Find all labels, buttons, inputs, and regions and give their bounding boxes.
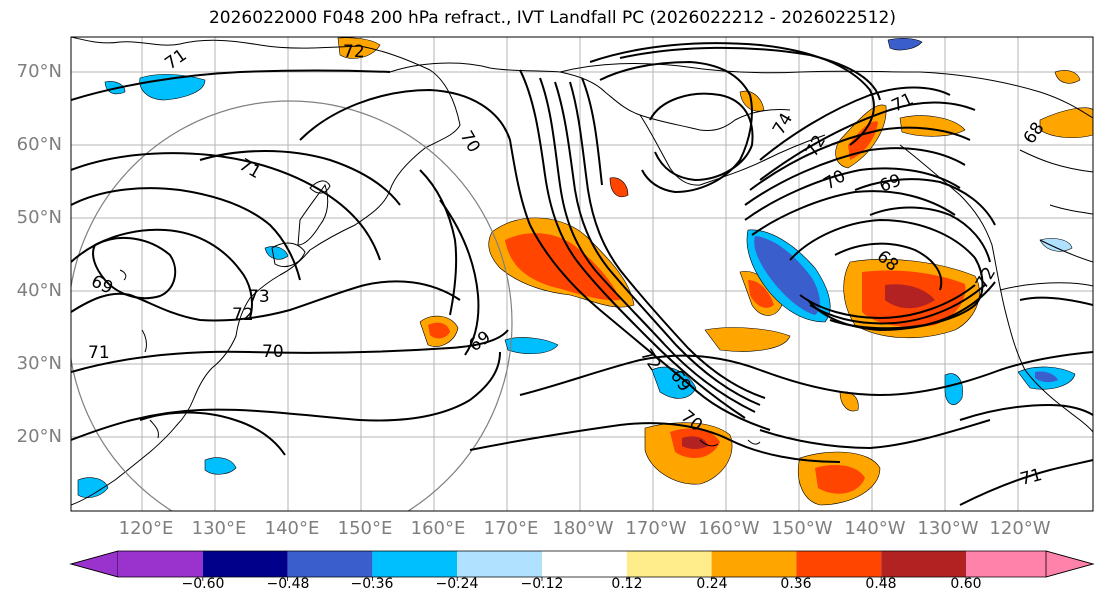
lat-label: 30°N bbox=[16, 353, 62, 374]
colorbar-segment bbox=[881, 551, 966, 577]
contour-label: 72 bbox=[343, 42, 365, 62]
colorbar-segment bbox=[542, 551, 627, 577]
colorbar-segment bbox=[202, 551, 288, 577]
colorbar-outline bbox=[69, 550, 1095, 578]
lat-label: 40°N bbox=[16, 280, 62, 301]
colorbar-segment bbox=[457, 551, 542, 577]
lon-label: 170°E bbox=[483, 518, 539, 539]
colorbar-tick-label: −0.60 bbox=[181, 576, 225, 592]
lon-label: 140°E bbox=[264, 518, 320, 539]
lat-label: 70°N bbox=[16, 61, 62, 82]
range-circle bbox=[71, 100, 513, 511]
shading-negative bbox=[77, 37, 1076, 498]
colorbar-segment bbox=[372, 551, 458, 577]
map-frame bbox=[70, 36, 1094, 512]
contours bbox=[71, 42, 1093, 506]
colorbar-tick-label: −0.24 bbox=[435, 576, 479, 592]
colorbar-segment bbox=[626, 551, 712, 577]
colorbar-tick-label: 0.48 bbox=[865, 576, 897, 592]
lon-label: 150°E bbox=[337, 518, 393, 539]
colorbar-tick-label: 0.36 bbox=[780, 576, 812, 592]
colorbar-tick-label: 0.12 bbox=[611, 576, 643, 592]
colorbar-tick-label: 0.24 bbox=[696, 576, 728, 592]
colorbar-segment bbox=[118, 551, 203, 577]
colorbar-segment bbox=[796, 551, 882, 577]
lon-label: 160°W bbox=[698, 518, 760, 539]
graticule bbox=[71, 37, 1093, 511]
lon-label: 180°W bbox=[552, 518, 614, 539]
lon-label: 170°W bbox=[625, 518, 687, 539]
colorbar-tick-label: 0.60 bbox=[950, 576, 982, 592]
lon-label: 140°W bbox=[844, 518, 906, 539]
colorbar-tick-marks bbox=[202, 577, 967, 581]
colorbar-segment bbox=[711, 551, 797, 577]
lon-label: 120°E bbox=[118, 518, 174, 539]
lon-label: 120°W bbox=[989, 518, 1051, 539]
colorbar bbox=[69, 550, 1095, 581]
contour-label: 72 bbox=[232, 305, 254, 325]
lon-label: 130°W bbox=[917, 518, 979, 539]
lat-label: 50°N bbox=[16, 207, 62, 228]
colorbar-extend-max bbox=[1045, 550, 1095, 578]
map-title: 2026022000 F048 200 hPa refract., IVT La… bbox=[208, 8, 896, 28]
colorbar-tick-label: −0.48 bbox=[266, 576, 310, 592]
colorbar-segment bbox=[287, 551, 373, 577]
colorbar-extend-min bbox=[69, 550, 119, 578]
colorbar-tick-label: −0.12 bbox=[520, 576, 564, 592]
lon-label: 130°E bbox=[191, 518, 247, 539]
lon-label: 160°E bbox=[410, 518, 466, 539]
contour-label: 73 bbox=[248, 287, 270, 307]
lat-label: 60°N bbox=[16, 134, 62, 155]
colorbar-tick-label: −0.36 bbox=[350, 576, 394, 592]
colorbar-segment bbox=[966, 551, 1046, 577]
lon-label: 150°W bbox=[771, 518, 833, 539]
contour-label: 71 bbox=[88, 343, 110, 363]
lat-label: 20°N bbox=[16, 426, 62, 447]
contour-label: 70 bbox=[262, 342, 284, 362]
